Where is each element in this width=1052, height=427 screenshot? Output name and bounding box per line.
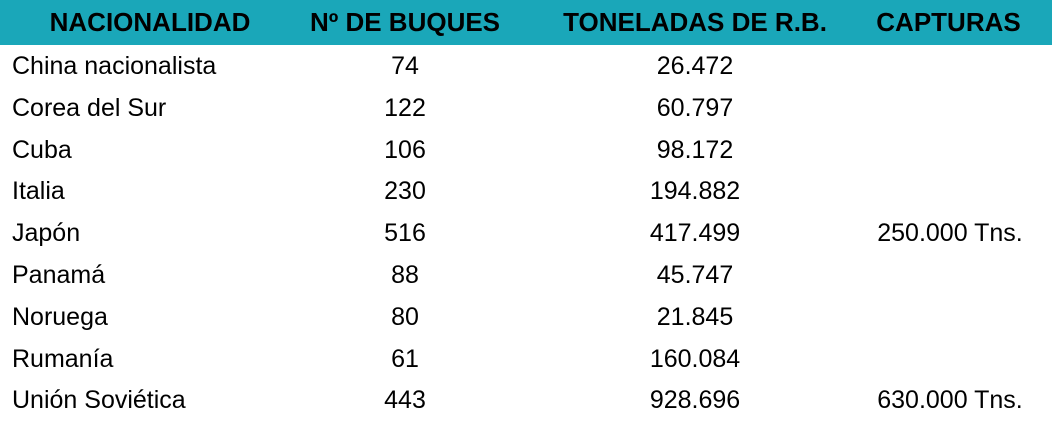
cell-nacionalidad: Corea del Sur [12, 93, 167, 122]
cell-nacionalidad: China nacionalista [12, 52, 217, 80]
cell-buques: 74 [391, 52, 419, 80]
cell-toneladas: 928.696 [649, 386, 741, 415]
cell-capturas [845, 129, 1052, 171]
cell-nacionalidad: Italia [12, 177, 65, 206]
cell-buques: 88 [391, 261, 419, 289]
cell-capturas [845, 45, 1052, 87]
cell-capturas [845, 254, 1052, 296]
cell-capturas: 250.000 Tns. [877, 219, 1023, 248]
cell-buques: 122 [384, 93, 426, 122]
cell-buques: 443 [384, 386, 426, 415]
cell-nacionalidad: Rumanía [12, 344, 114, 373]
cell-toneladas: 21.845 [656, 302, 734, 331]
cell-nacionalidad: Noruega [12, 302, 108, 331]
table-row: Japón 516 417.499 250.000 Tns. [0, 212, 1052, 254]
cell-nacionalidad: Japón [12, 219, 81, 248]
table-row: China nacionalista 74 26.472 [0, 45, 1052, 87]
cell-buques: 61 [391, 344, 419, 373]
cell-capturas [845, 296, 1052, 338]
cell-buques: 230 [384, 177, 426, 206]
cell-nacionalidad: Panamá [12, 261, 106, 289]
table-row: Italia 230 194.882 [0, 170, 1052, 212]
table-row: Corea del Sur 122 60.797 [0, 87, 1052, 129]
cell-buques: 516 [384, 219, 426, 248]
cell-buques: 106 [384, 135, 426, 164]
header-capturas: CAPTURAS [876, 7, 1021, 37]
header-buques: Nº DE BUQUES [309, 7, 501, 37]
table-row: Noruega 80 21.845 [0, 296, 1052, 338]
cell-toneladas: 45.747 [656, 261, 734, 289]
table-row: Rumanía 61 160.084 [0, 338, 1052, 380]
cell-toneladas: 194.882 [649, 177, 741, 206]
cell-toneladas: 26.472 [656, 52, 734, 80]
table-row: Panamá 88 45.747 [0, 254, 1052, 296]
header-nacionalidad: NACIONALIDAD [49, 7, 251, 37]
cell-toneladas: 60.797 [656, 93, 734, 122]
header-toneladas: TONELADAS DE R.B. [563, 7, 827, 37]
cell-buques: 80 [391, 302, 419, 331]
cell-nacionalidad: Unión Soviética [12, 386, 186, 415]
table-row: Unión Soviética 443 928.696 630.000 Tns. [0, 379, 1052, 421]
cell-capturas [845, 87, 1052, 129]
cell-capturas: 630.000 Tns. [877, 386, 1023, 415]
cell-capturas [845, 338, 1052, 380]
cell-toneladas: 98.172 [656, 135, 734, 164]
table-row: Cuba 106 98.172 [0, 129, 1052, 171]
cell-capturas [845, 170, 1052, 212]
cell-toneladas: 160.084 [649, 344, 741, 373]
cell-toneladas: 417.499 [649, 219, 741, 248]
cell-nacionalidad: Cuba [12, 135, 72, 164]
table-header: NACIONALIDAD Nº DE BUQUES TONELADAS DE R… [0, 0, 1052, 45]
